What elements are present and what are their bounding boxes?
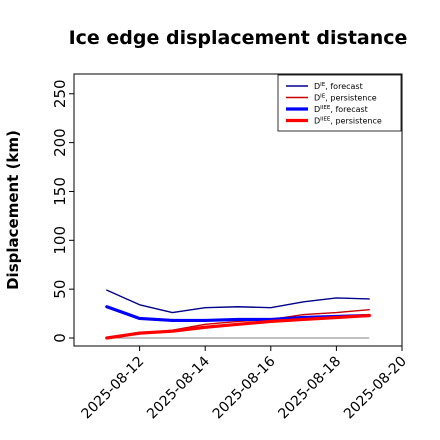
x-tick-label: 2025-08-20: [341, 354, 410, 423]
y-tick-label: 200: [51, 128, 69, 157]
x-tick-label: 2025-08-12: [79, 354, 148, 423]
y-axis: 0 50 100 150 200 250: [51, 79, 74, 343]
legend: DIE, forecast DIE, persistence DIIEE, fore…: [277, 74, 402, 132]
legend-entry: DIE, forecast: [314, 82, 363, 91]
y-tick-label: 100: [51, 226, 69, 255]
x-tick-label: 2025-08-16: [210, 353, 279, 422]
y-tick-label: 250: [51, 79, 69, 108]
x-tick-label: 2025-08-18: [275, 354, 344, 423]
y-tick-label: 0: [51, 333, 69, 343]
legend-entry: DIE, persistence: [314, 94, 377, 103]
legend-entry: DIIEE, forecast: [314, 105, 368, 114]
y-axis-label: Displacement (km): [4, 130, 22, 290]
legend-entry: DIIEE, persistence: [314, 117, 382, 126]
y-tick-label: 150: [51, 177, 69, 206]
y-tick-label: 50: [51, 280, 69, 299]
x-tick-label: 2025-08-14: [144, 353, 213, 422]
series-layer: [105, 289, 371, 340]
x-axis: 2025-08-122025-08-142025-08-162025-08-18…: [79, 346, 410, 422]
chart-title: Ice edge displacement distance: [69, 27, 408, 49]
series-line-d-ie-forecast: [106, 289, 370, 314]
series-line-d-iiee-persistence: [105, 313, 371, 340]
plot-frame: [73, 73, 403, 347]
